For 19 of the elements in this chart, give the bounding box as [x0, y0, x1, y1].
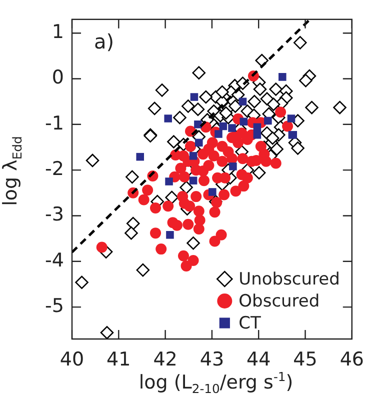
- x-tick-label: 40: [60, 348, 84, 370]
- y-tick-label: -1: [45, 112, 64, 134]
- y-tick-label: -4: [45, 249, 64, 272]
- legend-label: Unobscured: [238, 269, 340, 290]
- x-tick-label: 45: [293, 348, 318, 370]
- annotation: a): [94, 30, 114, 54]
- x-tick-label: 46: [340, 348, 364, 370]
- y-tick-label: -3: [45, 204, 64, 226]
- x-tick-label: 41: [106, 348, 131, 370]
- x-tick-label: 43: [200, 348, 224, 370]
- x-axis-title: log (L$_{2-10}$/erg s$^{-1}$): [138, 370, 294, 396]
- y-tick-label: -5: [45, 294, 64, 317]
- x-tick-label: 44: [246, 348, 271, 370]
- legend-label: Obscured: [238, 291, 320, 312]
- legend-label: CT: [238, 313, 262, 334]
- y-tick-label: -2: [45, 158, 64, 180]
- y-tick-label: 0: [52, 66, 64, 89]
- y-tick-label: 1: [52, 21, 64, 44]
- x-tick-label: 42: [153, 348, 178, 370]
